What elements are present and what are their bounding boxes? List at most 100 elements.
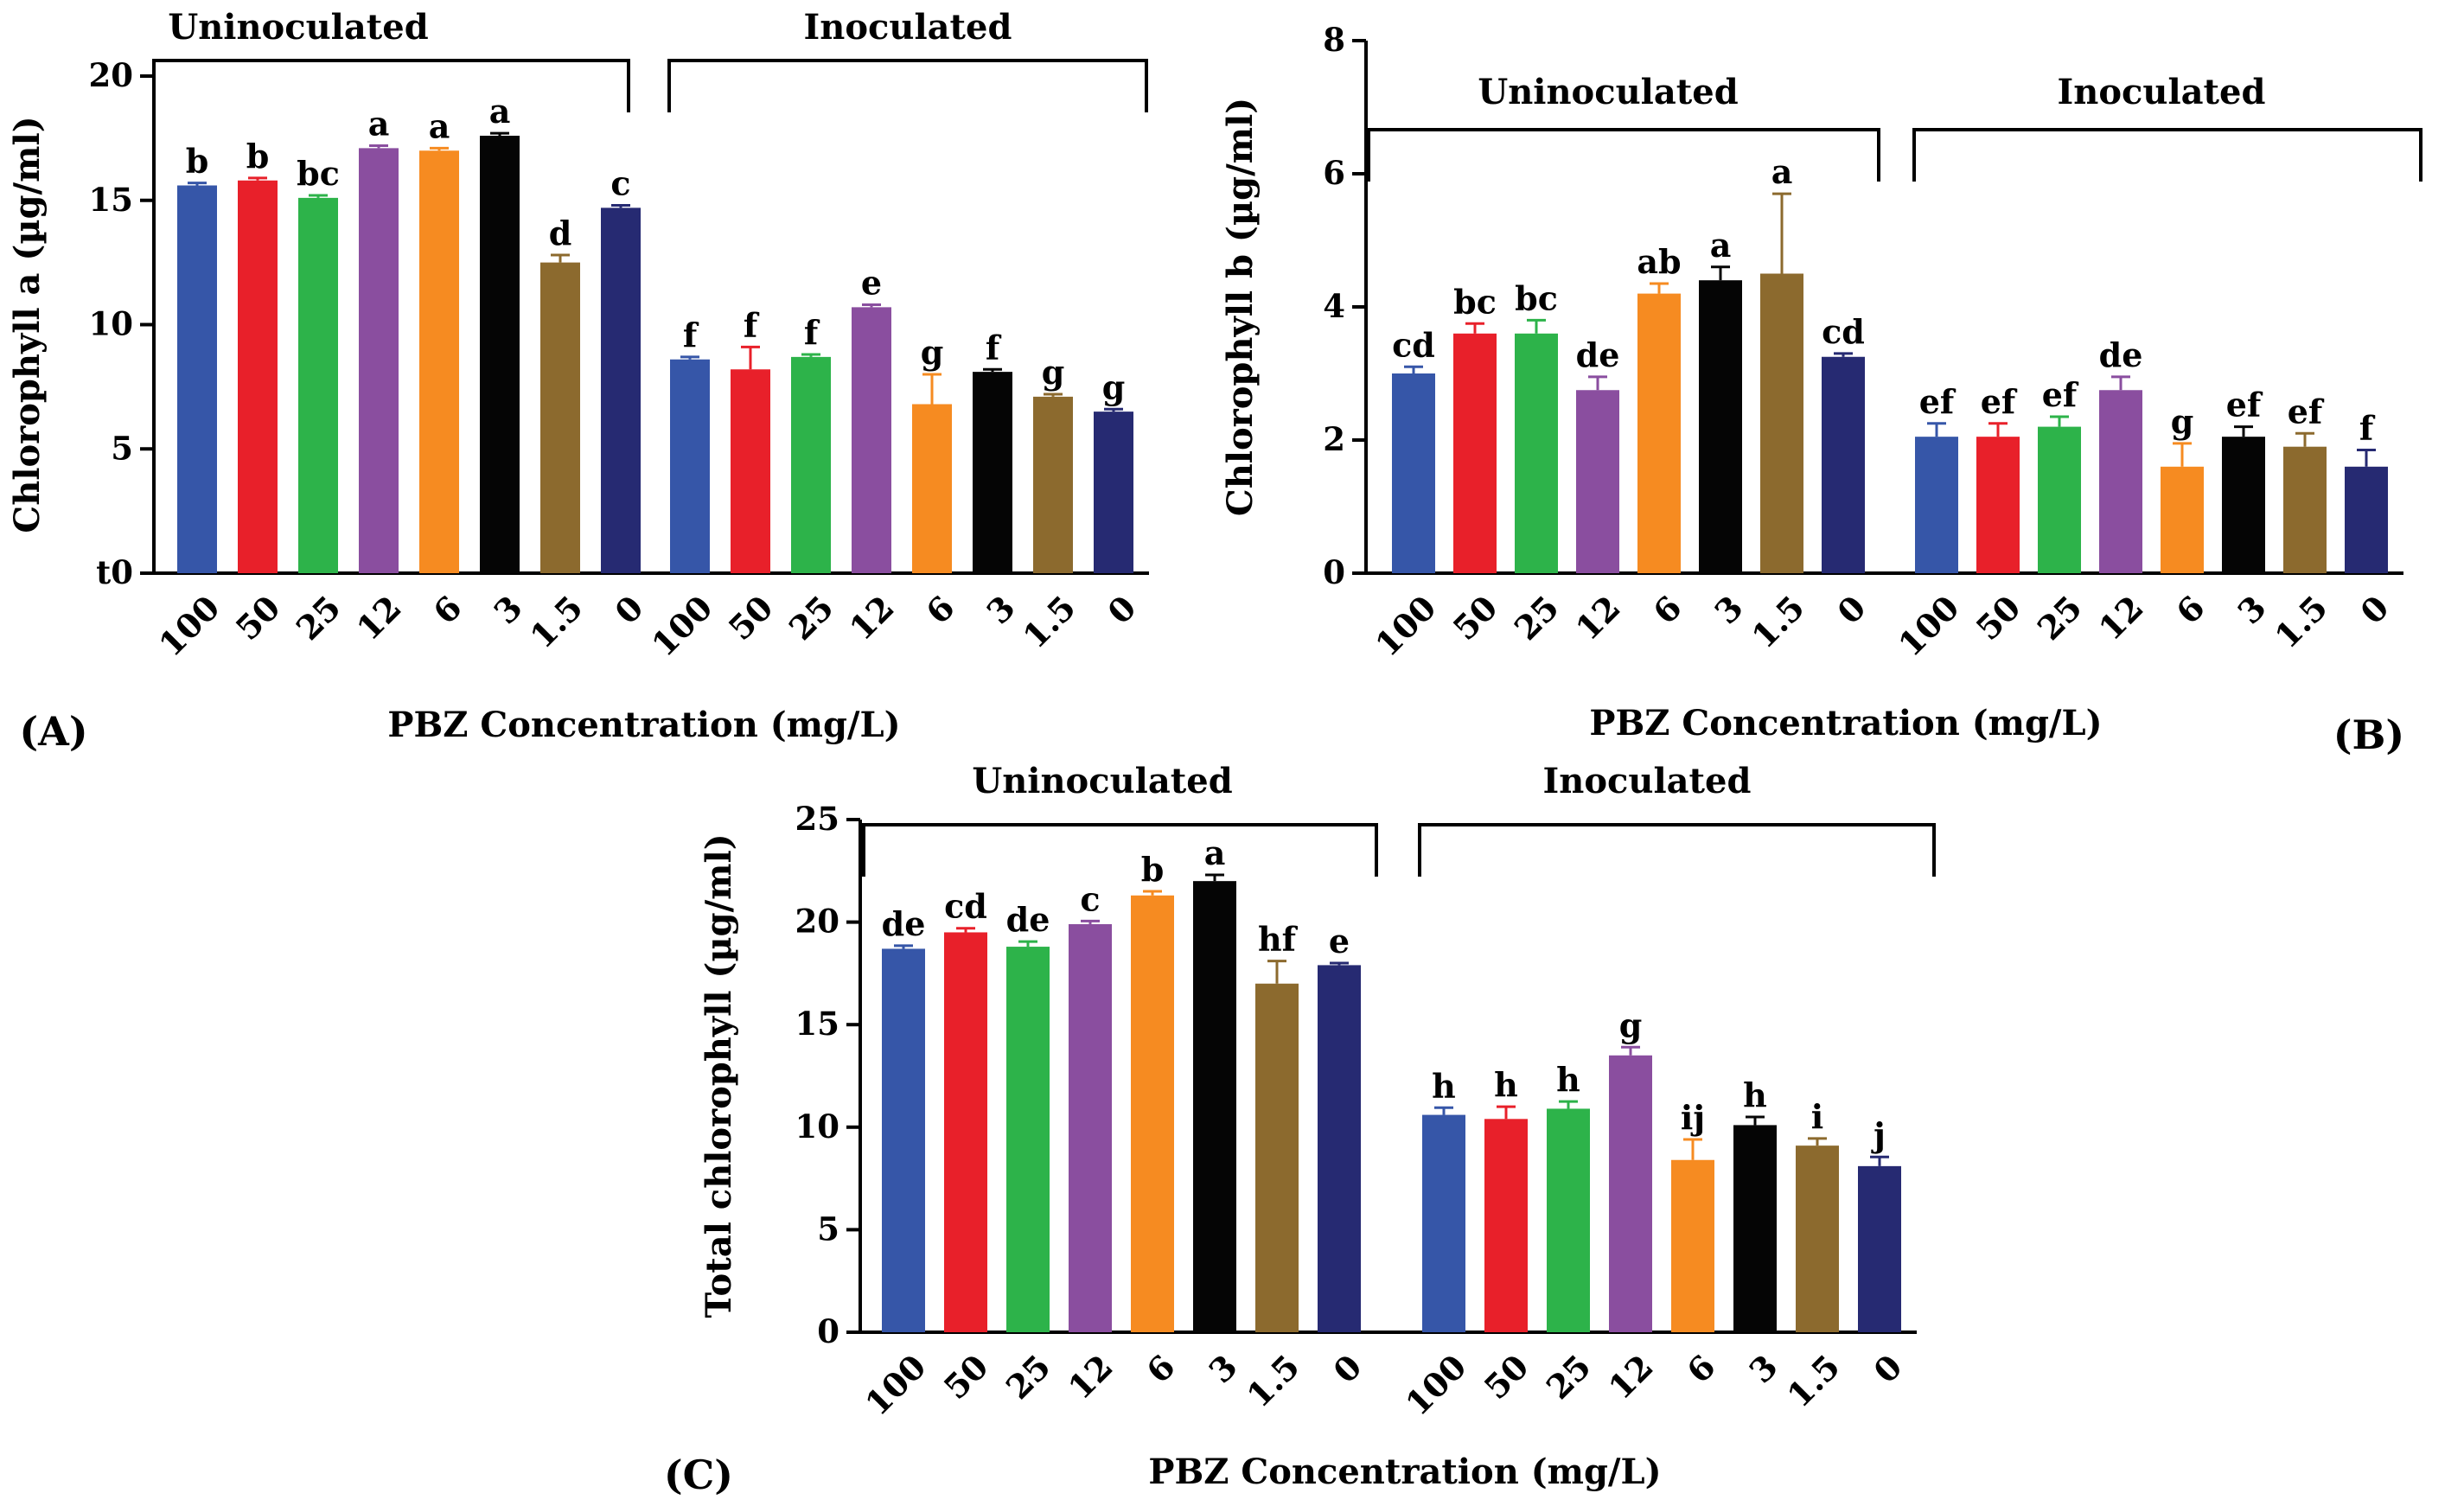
bar-inoculated-3 [1733,1125,1777,1332]
y-tick-label: 10 [89,305,134,343]
bar-inoculated-12 [1609,1055,1652,1332]
x-tick-label: 3 [486,588,530,632]
significance-label: f [804,313,820,352]
x-tick-label: 25 [999,1347,1058,1407]
x-tick-label: 1.5 [1744,588,1812,656]
significance-label: j [1871,1115,1886,1154]
bar-inoculated-1.5 [2283,446,2327,573]
x-tick-label: 0 [1100,588,1144,632]
x-tick-label: 12 [2091,588,2151,648]
y-tick-label: 0 [817,1312,839,1350]
x-tick-label: 25 [1539,1347,1599,1407]
significance-label: g [921,333,944,372]
significance-label: a [1204,833,1226,872]
x-tick-label: 25 [2030,588,2090,648]
significance-label: a [368,105,390,144]
bar-uninoculated-6 [1131,895,1174,1332]
bar-uninoculated-12 [1069,923,1112,1332]
x-tick-label: 50 [1969,588,2028,648]
significance-label: ab [1637,242,1681,281]
significance-label: f [986,328,1002,367]
bar-uninoculated-100 [1392,373,1435,573]
significance-label: bc [1453,282,1497,321]
bar-inoculated-1.5 [1033,396,1073,573]
group-label: Uninoculated [972,761,1232,801]
group-label: Inoculated [804,7,1012,48]
x-tick-label: 12 [1061,1347,1120,1407]
x-tick-label: 3 [1707,588,1751,632]
x-tick-label: 50 [721,588,781,648]
panel-label: (B) [2333,712,2404,758]
significance-label: de [1576,335,1620,374]
significance-label: h [1556,1060,1580,1099]
bar-uninoculated-100 [177,185,217,573]
x-tick-label: 3 [1741,1347,1785,1391]
y-tick-label: 0 [1323,553,1345,591]
chart-panel-b: 0 2 4 6 8 cd 100 bc 50 bc 25 de 12 ab 6 a 3 a 1.5 cd 0 Uninoc… [1220,21,2423,758]
x-tick-label: 50 [1446,588,1505,648]
bar-uninoculated-100 [882,948,925,1332]
significance-label: f [683,316,699,354]
bar-inoculated-6 [912,404,952,573]
x-tick-label: 25 [289,588,348,648]
panel-label: (C) [664,1452,733,1498]
x-tick-label: 6 [425,588,469,632]
bar-uninoculated-1.5 [1255,983,1299,1332]
bar-uninoculated-0 [1318,965,1361,1332]
x-tick-label: 6 [918,588,962,632]
bar-uninoculated-3 [1699,280,1742,573]
significance-label: a [1771,152,1793,191]
x-tick-label: 100 [858,1347,934,1423]
significance-label: h [1743,1075,1767,1114]
significance-label: ef [2288,392,2325,431]
group-bracket [152,59,630,112]
y-tick-label: 25 [795,800,840,838]
significance-label: i [1811,1097,1823,1136]
significance-label: g [2171,402,2194,441]
significance-label: c [1080,879,1100,918]
bar-uninoculated-25 [1006,947,1050,1332]
group-bracket [1367,128,1880,182]
x-tick-label: 0 [2352,588,2397,632]
x-tick-label: 1.5 [1239,1347,1307,1415]
significance-label: de [882,904,926,943]
significance-label: bc [1515,278,1558,317]
bar-inoculated-100 [1915,437,1958,573]
bar-inoculated-25 [791,356,831,573]
significance-label: g [1619,1005,1643,1044]
bar-uninoculated-6 [419,150,459,573]
y-tick-label: 10 [795,1107,840,1145]
x-tick-label: 25 [782,588,841,648]
bar-uninoculated-3 [1193,881,1236,1332]
x-tick-label: 6 [2168,588,2212,632]
bar-uninoculated-25 [1515,333,1558,573]
x-axis-title: PBZ Concentration (mg/L) [387,705,900,745]
significance-label: a [1710,226,1732,265]
bar-inoculated-12 [852,307,891,573]
significance-label: f [744,305,760,344]
y-tick-label: 20 [89,56,134,94]
significance-label: f [2359,409,2376,448]
bar-uninoculated-0 [601,207,641,573]
bar-inoculated-100 [1422,1114,1465,1332]
significance-label: g [1042,353,1065,392]
significance-label: g [1102,367,1126,406]
bar-inoculated-50 [731,369,770,573]
bar-uninoculated-3 [480,136,520,573]
x-tick-label: 100 [1398,1347,1474,1423]
y-axis-title: Chlorophyll b (µg/ml) [1220,98,1261,516]
x-tick-label: 25 [1507,588,1567,648]
bar-uninoculated-50 [1453,333,1497,573]
bar-uninoculated-1.5 [540,262,580,573]
x-tick-label: 3 [1201,1347,1245,1391]
x-tick-label: 0 [1829,588,1874,632]
significance-label: a [489,92,511,131]
x-tick-label: 50 [228,588,288,648]
significance-label: ij [1681,1098,1705,1137]
x-axis-title: PBZ Concentration (mg/L) [1148,1452,1661,1492]
significance-label: de [2099,335,2143,374]
x-tick-label: 6 [1679,1347,1723,1391]
bar-uninoculated-12 [359,148,399,573]
group-bracket [1418,823,1936,877]
